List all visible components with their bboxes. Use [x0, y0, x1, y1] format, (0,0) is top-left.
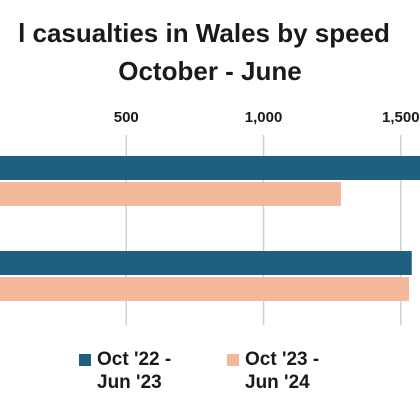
- x-tick-label-2: 1,000: [245, 109, 283, 126]
- legend-label-series-2: Oct '23 - Jun '24: [245, 349, 320, 393]
- bar-series-1-category-2: [0, 251, 412, 275]
- legend-label-series-1: Oct '22 - Jun '23: [97, 349, 172, 393]
- chart-title-line-2: October - June: [118, 56, 302, 86]
- x-tick-label-1: 500: [114, 109, 139, 126]
- legend-item-series-1: Oct '22 - Jun '23: [79, 348, 193, 394]
- bars: [0, 156, 420, 301]
- bar-series-2-category-2: [0, 277, 410, 301]
- x-tick-label-3: 1,500: [382, 109, 420, 126]
- legend-swatch-series-1: [79, 354, 91, 366]
- legend-swatch-series-2: [227, 354, 239, 366]
- bar-series-2-category-1: [0, 182, 341, 206]
- legend: Oct '22 - Jun '23 Oct '23 - Jun '24: [0, 348, 420, 394]
- bar-series-1-category-1: [0, 156, 420, 180]
- legend-item-series-2: Oct '23 - Jun '24: [227, 348, 341, 394]
- chart-title-line-1: l casualties in Wales by speed: [18, 18, 390, 48]
- x-tick-labels: 500 1,000 1,500: [114, 109, 420, 126]
